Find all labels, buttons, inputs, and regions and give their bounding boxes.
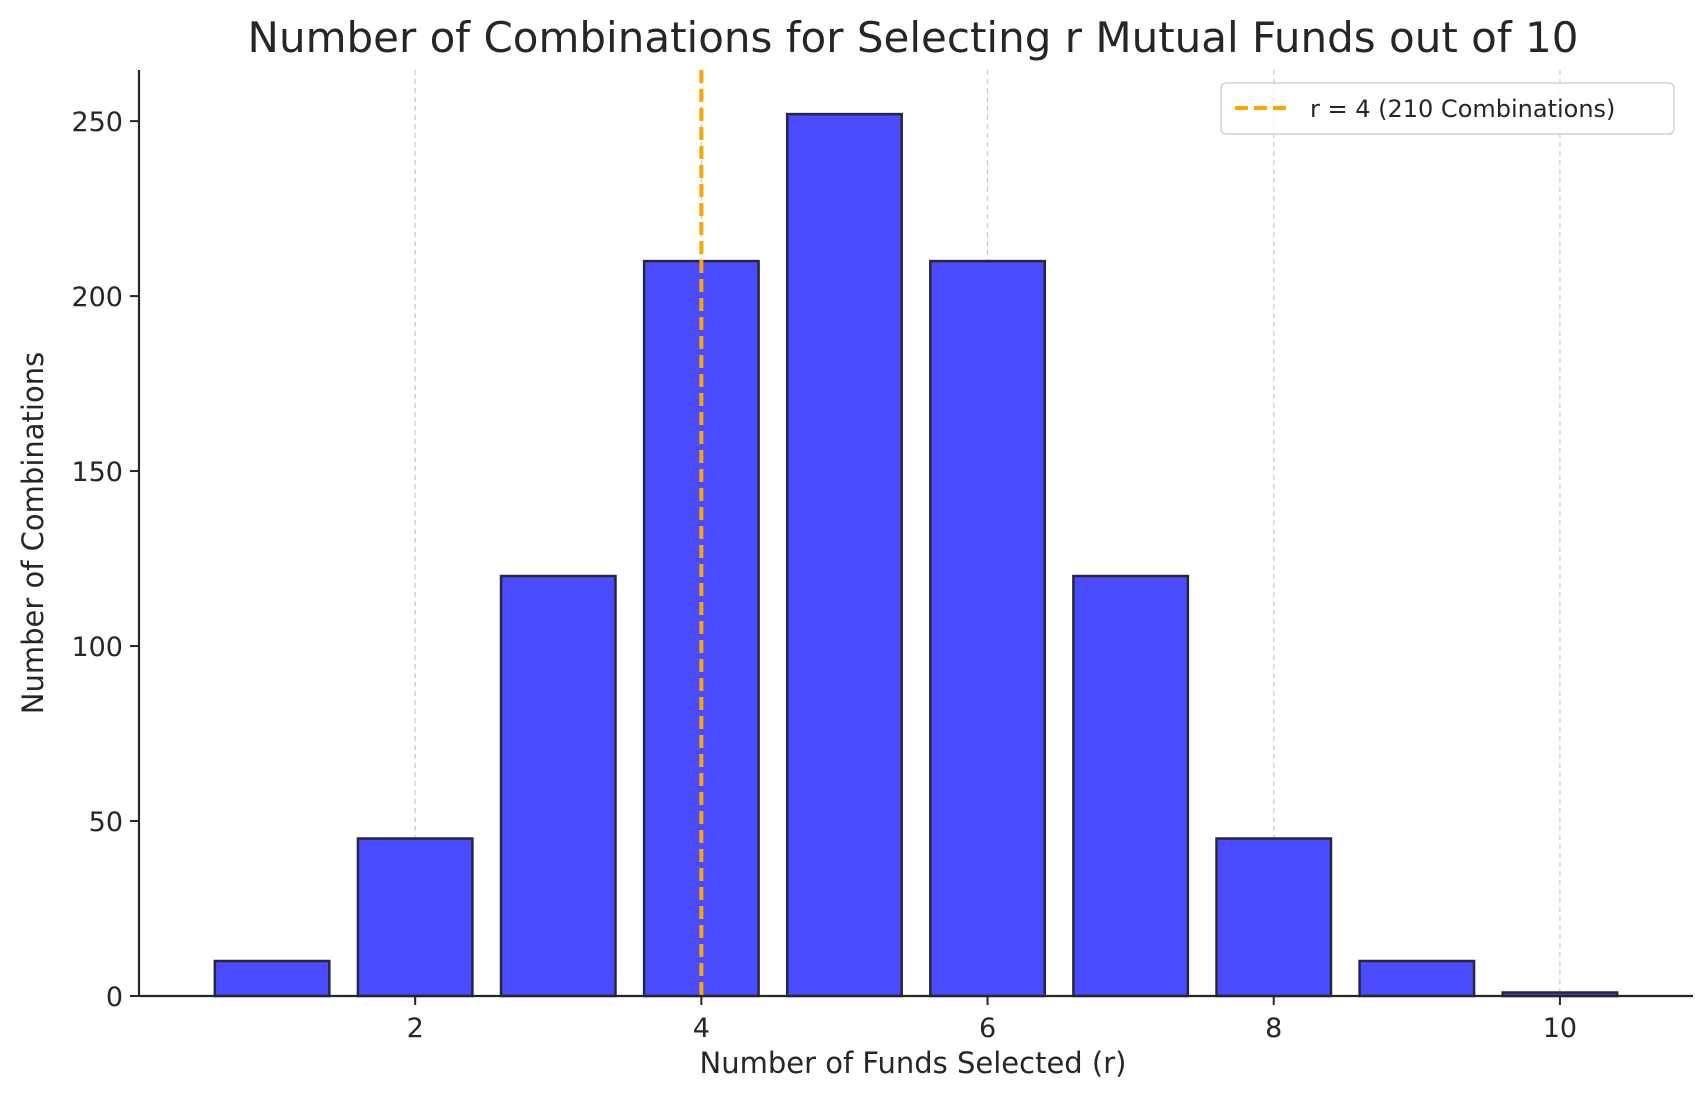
bar-r-5 [785, 112, 903, 998]
bars [213, 112, 1619, 998]
y-tick-label-100: 100 [71, 632, 123, 663]
legend-box [1220, 82, 1675, 135]
y-tick-label-250: 250 [71, 107, 123, 138]
legend-label: r = 4 (210 Combinations) [1310, 95, 1615, 123]
x-axis-label: Number of Funds Selected (r) [700, 1046, 1127, 1080]
bar-r-8 [1215, 837, 1333, 998]
bar-r-6 [929, 259, 1047, 998]
axes [137, 70, 1693, 998]
bar-r-3 [499, 574, 617, 998]
x-ticks: 2 4 6 8 10 [407, 996, 1577, 1044]
y-tick-label-200: 200 [71, 282, 123, 313]
y-tick-label-0: 0 [106, 982, 123, 1013]
x-tick-label-4: 4 [693, 1013, 710, 1044]
bar-r-2 [356, 837, 474, 998]
x-tick-label-2: 2 [407, 1013, 424, 1044]
y-ticks: 0 50 100 150 200 250 [71, 107, 139, 1013]
y-tick-label-50: 50 [89, 807, 123, 838]
legend: r = 4 (210 Combinations) [1220, 82, 1675, 135]
bar-r-1 [213, 959, 331, 998]
chart-title: Number of Combinations for Selecting r M… [248, 13, 1579, 62]
y-tick-label-150: 150 [71, 457, 123, 488]
y-axis-label: Number of Combinations [16, 352, 50, 714]
x-tick-label-10: 10 [1543, 1013, 1577, 1044]
x-tick-label-6: 6 [979, 1013, 996, 1044]
bar-r-7 [1072, 574, 1190, 998]
x-tick-label-8: 8 [1265, 1013, 1282, 1044]
bar-r-9 [1358, 959, 1476, 998]
